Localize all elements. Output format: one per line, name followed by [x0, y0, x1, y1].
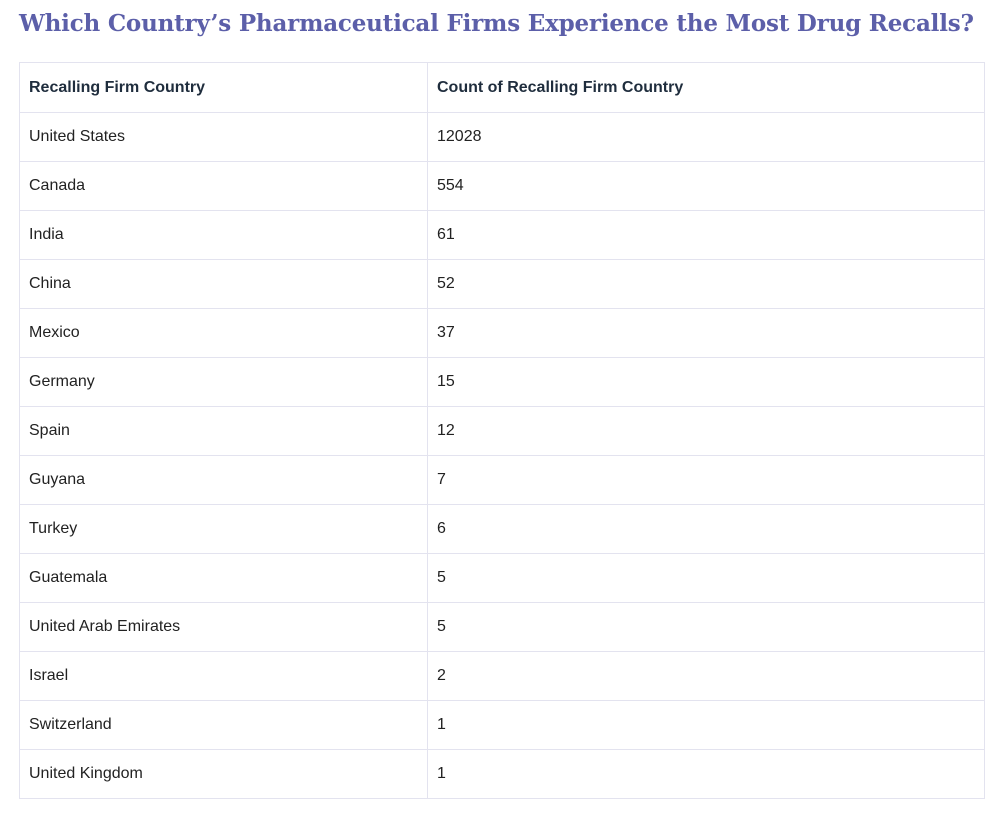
table-row: Spain 12: [19, 406, 985, 456]
country-cell: Mexico: [19, 308, 428, 358]
count-cell: 12028: [427, 112, 985, 162]
country-cell: India: [19, 210, 428, 260]
count-cell: 554: [427, 161, 985, 211]
country-cell: Turkey: [19, 504, 428, 554]
country-cell: United States: [19, 112, 428, 162]
country-cell: Switzerland: [19, 700, 428, 750]
recalls-table: Recalling Firm Country Count of Recallin…: [19, 62, 985, 799]
count-cell: 37: [427, 308, 985, 358]
table-row: India 61: [19, 210, 985, 260]
count-cell: 2: [427, 651, 985, 701]
table-row: Guatemala 5: [19, 553, 985, 603]
count-cell: 52: [427, 259, 985, 309]
count-cell: 7: [427, 455, 985, 505]
country-cell: Guyana: [19, 455, 428, 505]
table-row: United Arab Emirates 5: [19, 602, 985, 652]
table-row: Turkey 6: [19, 504, 985, 554]
country-cell: United Arab Emirates: [19, 602, 428, 652]
count-cell: 1: [427, 749, 985, 799]
table-row: Germany 15: [19, 357, 985, 407]
column-header-country: Recalling Firm Country: [19, 62, 428, 113]
country-cell: Israel: [19, 651, 428, 701]
count-cell: 6: [427, 504, 985, 554]
count-cell: 61: [427, 210, 985, 260]
country-cell: Spain: [19, 406, 428, 456]
count-cell: 12: [427, 406, 985, 456]
table-row: China 52: [19, 259, 985, 309]
table-row: Switzerland 1: [19, 700, 985, 750]
country-cell: Germany: [19, 357, 428, 407]
table-row: United States 12028: [19, 112, 985, 162]
table-row: United Kingdom 1: [19, 749, 985, 799]
country-cell: Guatemala: [19, 553, 428, 603]
page-title: Which Country’s Pharmaceutical Firms Exp…: [19, 10, 974, 37]
count-cell: 1: [427, 700, 985, 750]
table-row: Canada 554: [19, 161, 985, 211]
count-cell: 5: [427, 553, 985, 603]
column-header-count: Count of Recalling Firm Country: [427, 62, 985, 113]
count-cell: 15: [427, 357, 985, 407]
count-cell: 5: [427, 602, 985, 652]
table-row: Mexico 37: [19, 308, 985, 358]
country-cell: United Kingdom: [19, 749, 428, 799]
table-row: Guyana 7: [19, 455, 985, 505]
country-cell: Canada: [19, 161, 428, 211]
country-cell: China: [19, 259, 428, 309]
table-row: Israel 2: [19, 651, 985, 701]
table-header-row: Recalling Firm Country Count of Recallin…: [19, 62, 985, 113]
